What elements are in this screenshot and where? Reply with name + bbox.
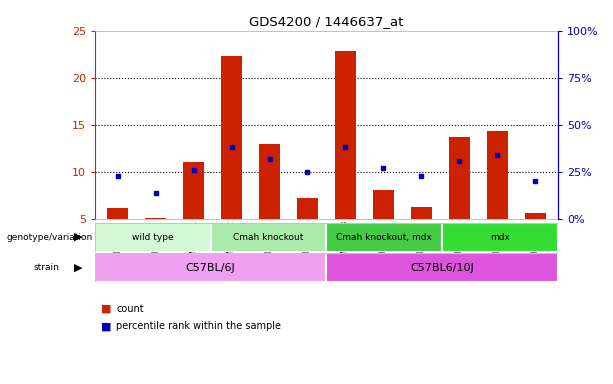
Title: GDS4200 / 1446637_at: GDS4200 / 1446637_at [249, 15, 403, 28]
Text: Cmah knockout: Cmah knockout [234, 233, 304, 242]
Text: strain: strain [34, 263, 59, 272]
Bar [335, 51, 356, 219]
Text: count: count [116, 304, 144, 314]
Bar [95, 223, 211, 252]
Bar [95, 253, 558, 282]
Text: percentile rank within the sample: percentile rank within the sample [116, 321, 281, 331]
Bar [211, 223, 327, 252]
Text: Cmah knockout, mdx: Cmah knockout, mdx [337, 233, 432, 242]
Text: genotype/variation: genotype/variation [6, 233, 93, 242]
Bar [525, 213, 546, 219]
Text: ■: ■ [101, 304, 112, 314]
Bar [373, 190, 394, 219]
Bar [107, 208, 128, 219]
Bar [442, 223, 558, 252]
Text: ▶: ▶ [74, 263, 83, 273]
Bar [327, 223, 442, 252]
Bar [411, 207, 432, 219]
Text: mdx: mdx [490, 233, 510, 242]
Bar [221, 56, 242, 219]
Bar [183, 162, 204, 219]
Text: C57BL6/10J: C57BL6/10J [410, 263, 474, 273]
Text: wild type: wild type [132, 233, 173, 242]
Text: ▶: ▶ [74, 232, 83, 242]
Bar [449, 137, 470, 219]
Bar [95, 253, 327, 282]
Bar [487, 131, 508, 219]
Text: C57BL/6J: C57BL/6J [186, 263, 235, 273]
Bar [327, 253, 558, 282]
Bar [95, 223, 558, 252]
Text: ■: ■ [101, 321, 112, 331]
Bar [259, 144, 280, 219]
Bar [145, 218, 166, 219]
Bar [297, 198, 318, 219]
